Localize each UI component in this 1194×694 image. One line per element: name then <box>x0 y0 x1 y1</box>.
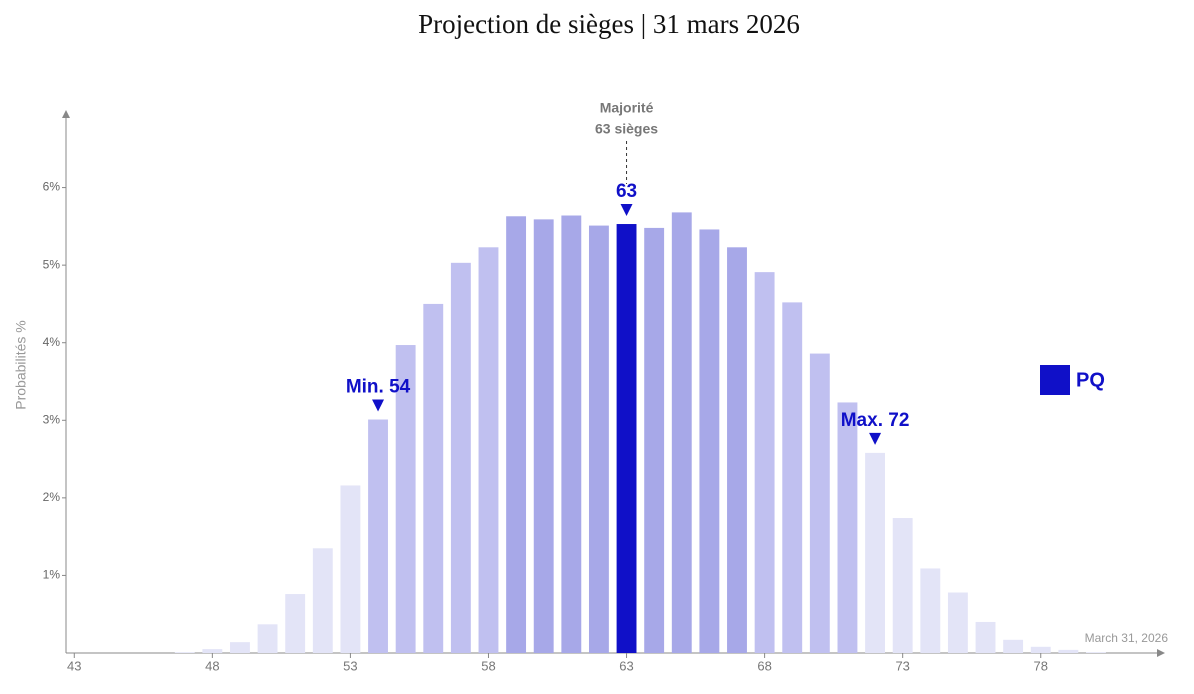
annotation: Max. 72 <box>841 410 910 431</box>
y-tick-label: 3% <box>43 412 61 426</box>
bar <box>1030 646 1051 653</box>
bar <box>865 452 886 653</box>
bar <box>588 225 609 653</box>
y-tick-label: 6% <box>43 180 61 194</box>
x-axis-arrow <box>1157 649 1165 657</box>
x-tick-label: 48 <box>205 658 219 673</box>
bar <box>727 247 747 653</box>
bar <box>1058 649 1079 653</box>
x-tick-label: 53 <box>343 658 357 673</box>
bar <box>699 229 720 653</box>
bar <box>837 402 858 653</box>
x-tick-label: 68 <box>757 658 771 673</box>
bar <box>644 227 665 653</box>
bar <box>368 419 388 653</box>
bar <box>506 216 527 653</box>
bar <box>395 345 416 653</box>
bar <box>809 353 830 653</box>
y-axis-label: Probabilités % <box>13 320 29 410</box>
bar <box>340 485 361 653</box>
bar <box>561 215 582 654</box>
annotation: 63 <box>616 181 637 202</box>
bar <box>671 212 692 653</box>
y-tick-label: 5% <box>43 257 61 271</box>
y-tick-label: 4% <box>43 335 61 349</box>
annotation: Min. 54 <box>346 377 411 398</box>
footer: March 31, 2026 <box>1085 631 1169 645</box>
legend-label: PQ <box>1076 369 1105 391</box>
annotation-arrow <box>372 399 385 412</box>
bar <box>257 624 278 653</box>
bar <box>1003 639 1024 653</box>
bar <box>478 247 499 653</box>
x-tick-label: 73 <box>895 658 909 673</box>
bar <box>450 262 471 653</box>
bar <box>285 594 306 653</box>
chart-title: Projection de sièges | 31 mars 2026 <box>418 9 800 39</box>
bar <box>782 302 803 653</box>
bar <box>312 548 333 653</box>
bar <box>202 649 223 653</box>
bar <box>423 303 444 653</box>
bar <box>1086 652 1106 653</box>
legend-swatch <box>1040 365 1070 395</box>
bar <box>754 272 775 653</box>
bar <box>892 518 913 653</box>
x-tick-label: 63 <box>619 658 633 673</box>
bar <box>230 642 250 653</box>
x-tick-label: 78 <box>1034 658 1048 673</box>
bar <box>920 568 941 653</box>
bar <box>533 219 554 653</box>
majority-label: 63 sièges <box>595 121 658 137</box>
x-tick-label: 58 <box>481 658 495 673</box>
annotation-arrow <box>869 432 882 445</box>
bar <box>975 621 996 653</box>
x-tick-label: 43 <box>67 658 81 673</box>
bar <box>174 652 195 653</box>
y-tick-label: 2% <box>43 490 61 504</box>
annotation-arrow <box>620 204 633 217</box>
bar <box>947 592 968 653</box>
bar <box>616 224 637 653</box>
majority-label: Majorité <box>600 100 654 116</box>
y-tick-label: 1% <box>43 568 61 582</box>
y-axis-arrow <box>62 110 70 118</box>
